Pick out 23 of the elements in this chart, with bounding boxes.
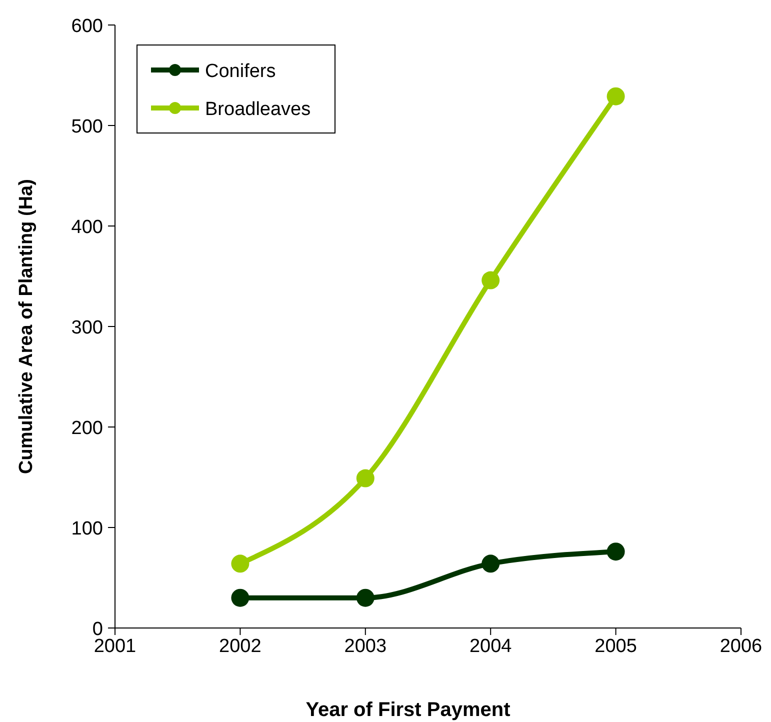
y-tick-label: 500 bbox=[71, 116, 103, 138]
point bbox=[231, 588, 250, 607]
y-tick-label: 300 bbox=[71, 318, 103, 338]
point bbox=[356, 588, 374, 607]
y-tick-label: 200 bbox=[71, 418, 103, 439]
x-tick-label: 2004 bbox=[469, 636, 512, 657]
x-tick-label: 2002 bbox=[219, 636, 262, 657]
y-tick-label: 400 bbox=[71, 217, 103, 238]
legend-label: Broadleaves bbox=[205, 99, 311, 120]
x-tick-label: 2006 bbox=[720, 636, 762, 657]
point bbox=[482, 271, 500, 290]
y-tick-label: 100 bbox=[71, 518, 103, 540]
legend-label: Conifers bbox=[205, 61, 276, 82]
x-axis-title: Year of First Payment bbox=[306, 699, 511, 721]
y-tick-label: 600 bbox=[71, 16, 103, 37]
x-tick-label: 2003 bbox=[344, 636, 387, 657]
point bbox=[606, 87, 625, 106]
point bbox=[356, 469, 374, 488]
x-tick-label: 2005 bbox=[594, 636, 637, 657]
point bbox=[231, 554, 250, 573]
point bbox=[606, 542, 625, 561]
point bbox=[482, 554, 500, 573]
y-axis-title: Cumulative Area of Planting (Ha) bbox=[16, 179, 37, 474]
